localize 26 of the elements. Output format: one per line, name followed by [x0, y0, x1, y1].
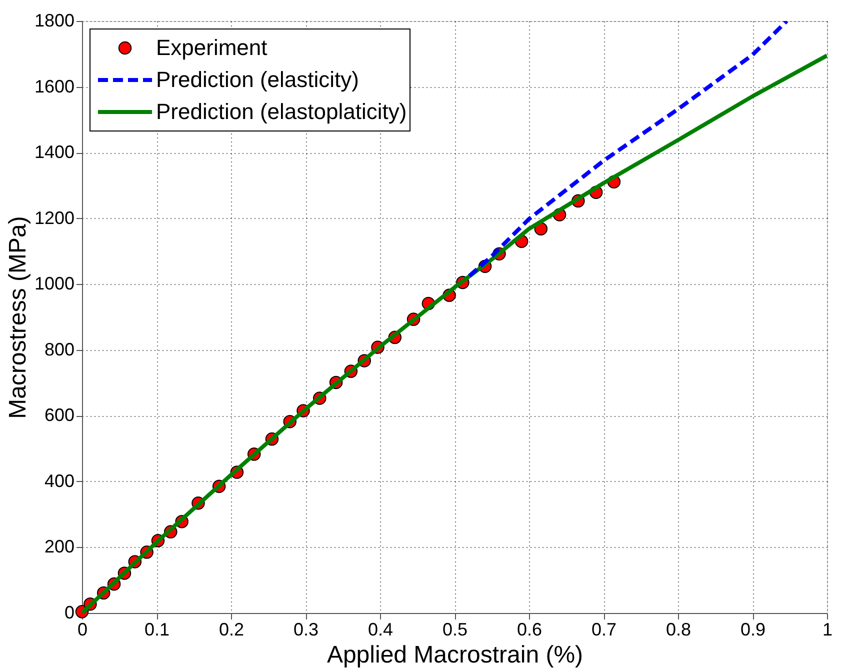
x-axis-title: Applied Macrostrain (%)	[326, 642, 584, 668]
x-tick-label: 0.6	[516, 620, 542, 640]
y-tick-label: 400	[44, 470, 74, 491]
y-tick-label: 1000	[34, 274, 74, 294]
x-tick-label: 0.2	[218, 620, 244, 640]
legend-label: Prediction (elastoplaticity)	[156, 99, 407, 124]
y-tick-label: 0	[64, 602, 74, 622]
legend-label: Prediction (elasticity)	[156, 67, 359, 92]
y-tick-label: 1800	[34, 10, 74, 30]
x-tick-label: 0.5	[442, 620, 468, 640]
x-tick-label: 0.9	[740, 620, 766, 640]
y-axis-title: Macrostress (MPa)	[4, 216, 32, 419]
legend-label: Experiment	[156, 35, 268, 60]
x-tick-label: 0.3	[293, 620, 319, 640]
x-tick-label: 0.1	[144, 620, 170, 640]
y-tick-label: 1600	[34, 76, 74, 96]
y-tick-label: 200	[44, 536, 74, 557]
x-tick-label: 0.8	[666, 620, 692, 640]
x-tick-label: 1	[822, 620, 833, 640]
y-tick-label: 800	[44, 339, 74, 360]
x-tick-label: 0	[77, 620, 88, 640]
x-tick-label: 0.7	[591, 620, 617, 640]
y-tick-label: 1400	[34, 142, 74, 162]
y-tick-label: 600	[44, 405, 74, 426]
y-tick-label: 1200	[34, 208, 74, 228]
x-tick-label: 0.4	[368, 620, 394, 640]
